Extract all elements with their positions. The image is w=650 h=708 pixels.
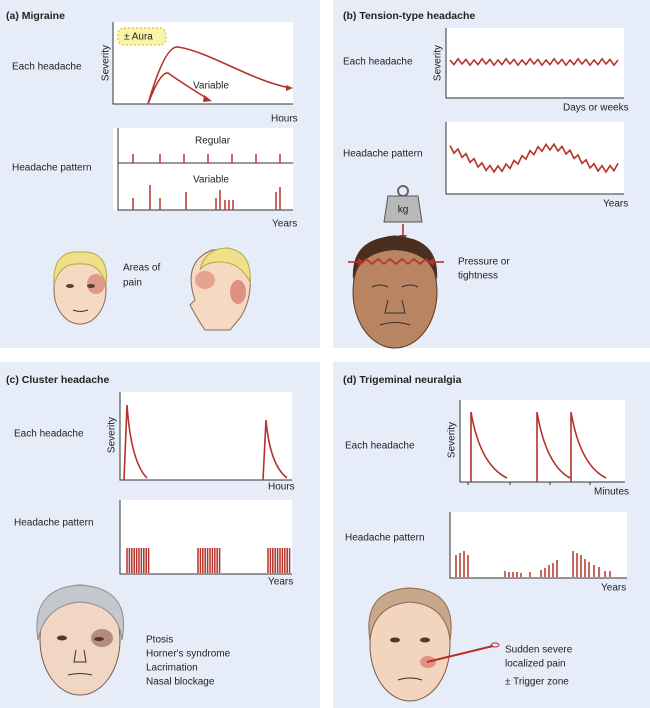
row-label: Headache pattern xyxy=(345,533,425,544)
x-axis-label: Hours xyxy=(268,482,295,493)
shape xyxy=(420,637,430,643)
shape xyxy=(87,284,95,288)
row-label: Headache pattern xyxy=(343,149,423,160)
y-axis-label: Severity xyxy=(447,422,458,458)
face-side xyxy=(189,247,251,331)
x-axis-label: Years xyxy=(268,577,293,588)
shape xyxy=(53,251,107,286)
shape xyxy=(427,258,434,266)
note: Nasal blockage xyxy=(146,677,215,688)
graph-box xyxy=(446,122,624,194)
shape xyxy=(199,247,251,284)
curve xyxy=(470,411,607,482)
axis xyxy=(112,22,293,105)
graph-box xyxy=(460,400,625,482)
shape xyxy=(368,587,452,641)
shape xyxy=(72,309,89,312)
annotation: Variable xyxy=(193,81,229,92)
shape xyxy=(383,195,423,223)
pattern-bars xyxy=(132,154,281,210)
annotation: ± Aura xyxy=(124,32,153,43)
note: Ptosis xyxy=(146,635,173,646)
axis xyxy=(445,28,624,99)
row-label: Each headache xyxy=(12,62,82,73)
axis xyxy=(119,392,292,481)
arrowhead xyxy=(203,95,212,102)
curve xyxy=(449,57,619,67)
x-axis-label: Hours xyxy=(271,114,298,125)
note: Horner's syndrome xyxy=(146,649,231,660)
x-axis-label: Years xyxy=(603,199,628,210)
shape xyxy=(490,642,500,648)
shape xyxy=(66,284,74,288)
shape xyxy=(36,584,125,641)
panel-title: (b) Tension-type headache xyxy=(343,10,475,22)
shape xyxy=(195,271,215,289)
face-front xyxy=(53,251,107,325)
shape xyxy=(230,280,246,304)
row-label: Each headache xyxy=(14,429,84,440)
aura-box xyxy=(117,27,167,46)
pattern-bars xyxy=(455,551,611,577)
note: Pressure or xyxy=(458,257,510,268)
panel-title: (a) Migraine xyxy=(6,10,65,22)
x-axis-label: Days or weeks xyxy=(563,103,629,114)
row-label: Each headache xyxy=(343,57,413,68)
shape xyxy=(57,635,67,641)
shape xyxy=(352,236,438,280)
graph-box xyxy=(450,512,627,578)
row-label: Headache pattern xyxy=(14,518,94,529)
row-label: Each headache xyxy=(345,441,415,452)
curve xyxy=(123,404,288,481)
note: pain xyxy=(123,278,142,289)
shape xyxy=(67,649,93,676)
shape xyxy=(426,645,494,663)
note: Lacrimation xyxy=(146,663,198,674)
shape xyxy=(94,637,104,641)
graph-box xyxy=(113,128,293,210)
curve xyxy=(449,142,619,174)
x-axis-label: Minutes xyxy=(594,487,629,498)
axis xyxy=(445,122,624,195)
axis xyxy=(117,128,293,211)
shape xyxy=(87,274,105,294)
axis xyxy=(449,512,627,579)
note: tightness xyxy=(458,271,498,282)
annotation: Variable xyxy=(193,175,229,186)
note: Areas of xyxy=(123,263,160,274)
row-label: Headache pattern xyxy=(12,163,92,174)
pattern-bars xyxy=(126,548,291,573)
annotation: Regular xyxy=(195,136,231,147)
note: localized pain xyxy=(505,659,566,670)
y-axis-label: Severity xyxy=(433,45,444,81)
curve xyxy=(147,46,291,105)
shape xyxy=(359,257,431,266)
x-axis-label: Years xyxy=(601,583,626,594)
face-tension xyxy=(348,235,444,349)
shape xyxy=(397,677,423,681)
shape xyxy=(390,637,400,643)
graph-box xyxy=(120,392,292,480)
note: Sudden severe xyxy=(505,645,573,656)
y-axis-label: Severity xyxy=(107,417,118,453)
face-cluster xyxy=(36,584,125,696)
y-axis-label: Severity xyxy=(101,45,112,81)
note: kg xyxy=(398,205,409,216)
shape xyxy=(371,284,419,326)
axis xyxy=(119,500,292,575)
panel-title: (d) Trigeminal neuralgia xyxy=(343,374,462,386)
x-axis-label: Years xyxy=(272,219,297,230)
face-trigeminal xyxy=(368,587,500,702)
curve xyxy=(147,72,209,105)
labels: (a) Migraine Each headache Severity ± Aura V… xyxy=(6,10,629,688)
note: ± Trigger zone xyxy=(505,677,569,688)
shape xyxy=(358,258,365,266)
arrowhead xyxy=(286,85,293,91)
panel-title: (c) Cluster headache xyxy=(6,374,109,386)
axis xyxy=(459,400,625,485)
